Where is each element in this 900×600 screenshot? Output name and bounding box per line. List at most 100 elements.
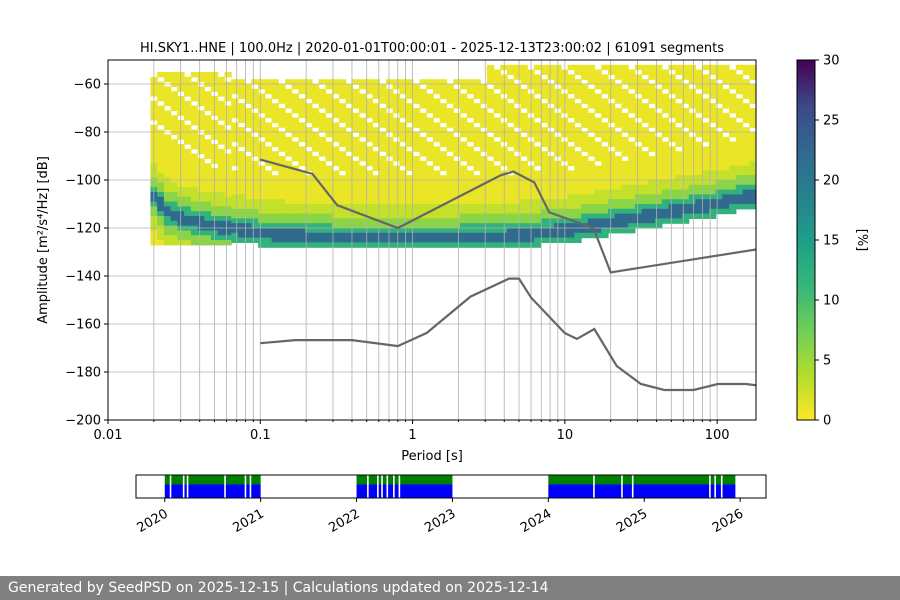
heatmap-cell — [264, 79, 273, 85]
colorbar-gradient — [796, 59, 816, 421]
heatmap-cell — [439, 156, 448, 162]
heatmap-cell — [439, 180, 448, 186]
heatmap-cell — [594, 165, 602, 171]
heatmap-cell — [332, 108, 340, 114]
heatmap-cell — [675, 84, 683, 90]
heatmap-cell — [661, 218, 670, 224]
heatmap-cell — [157, 72, 165, 78]
heatmap-cell — [695, 199, 703, 205]
heatmap-cell — [305, 180, 313, 186]
heatmap-cell — [170, 163, 178, 169]
heatmap-cell — [237, 180, 246, 186]
heatmap-cell — [621, 180, 629, 186]
heatmap-cell — [486, 232, 495, 239]
heatmap-cell — [722, 170, 730, 176]
heatmap-cell — [338, 194, 347, 200]
heatmap-cell — [365, 228, 374, 234]
heatmap-cell — [406, 88, 414, 95]
heatmap-cell — [513, 141, 522, 147]
heatmap-cell — [305, 127, 313, 133]
heatmap-cell — [332, 232, 340, 239]
heatmap-cell — [406, 194, 414, 200]
heatmap-cell — [547, 184, 555, 191]
heatmap-cell — [715, 146, 723, 152]
heatmap-cell — [581, 232, 589, 239]
heatmap-cell — [318, 79, 326, 85]
heatmap-cell — [735, 98, 744, 104]
heatmap-cell — [372, 165, 380, 171]
heatmap-cell — [332, 204, 340, 210]
heatmap-cell — [278, 189, 286, 195]
heatmap-cell — [688, 69, 697, 75]
heatmap-cell — [372, 84, 380, 90]
heatmap-cell — [466, 84, 475, 90]
heatmap-cell — [190, 192, 199, 198]
heatmap-cell — [298, 108, 306, 114]
heatmap-cell — [513, 189, 522, 195]
data-availability-timeline: 2020 2021 2022 2023 2024 2025 2026 — [135, 474, 767, 536]
heatmap-cell — [305, 132, 313, 138]
heatmap-cell — [574, 232, 582, 239]
heatmap-cell — [587, 184, 596, 191]
heatmap-cell — [258, 151, 266, 157]
heatmap-cell — [338, 132, 347, 138]
heatmap-cell — [459, 117, 468, 123]
heatmap-cell — [406, 127, 414, 133]
heatmap-cell — [237, 132, 246, 138]
heatmap-cell — [412, 108, 421, 114]
heatmap-cell — [681, 156, 690, 162]
heatmap-cell — [433, 127, 441, 133]
heatmap-cell — [614, 64, 623, 71]
heatmap-cell — [459, 132, 468, 138]
heatmap-cell — [453, 175, 461, 181]
heatmap-cell — [237, 151, 246, 157]
heatmap-cell — [547, 88, 555, 95]
heatmap-cell — [520, 79, 528, 85]
heatmap-cell — [749, 93, 756, 99]
heatmap-cell — [305, 117, 313, 123]
heatmap-cell — [385, 79, 394, 85]
heatmap-cell — [453, 170, 461, 176]
heatmap-cell — [217, 148, 226, 155]
heatmap-cell — [170, 192, 178, 198]
heatmap-cell — [244, 175, 252, 181]
heatmap-cell — [749, 151, 756, 157]
heatmap-cell — [433, 136, 441, 143]
heatmap-cell — [749, 175, 756, 181]
heatmap-cell — [278, 242, 286, 248]
heatmap-cell — [224, 240, 232, 246]
heatmap-cell — [486, 98, 495, 104]
heatmap-cell — [163, 240, 172, 246]
heatmap-cell — [244, 84, 252, 90]
heatmap-cell — [520, 141, 528, 147]
heatmap-cell — [258, 189, 266, 195]
heatmap-cell — [708, 79, 717, 85]
heatmap-cell — [251, 189, 259, 195]
heatmap-cell — [385, 98, 394, 104]
heatmap-cell — [325, 189, 333, 195]
heatmap-cell — [607, 160, 616, 167]
heatmap-cell — [264, 189, 273, 195]
heatmap-cell — [433, 218, 441, 224]
heatmap-cell — [729, 204, 737, 210]
heatmap-cell — [439, 88, 448, 95]
heatmap-cell — [419, 88, 427, 95]
heatmap-cell — [278, 132, 286, 138]
heatmap-cell — [352, 122, 360, 128]
heatmap-cell — [426, 175, 434, 181]
heatmap-cell — [601, 232, 609, 239]
heatmap-cell — [507, 141, 515, 147]
heatmap-cell — [345, 165, 353, 171]
heatmap-cell — [466, 228, 475, 234]
heatmap-cell — [749, 136, 756, 143]
heatmap-cell — [385, 112, 394, 119]
colorbar-tick-label: 5 — [823, 354, 831, 369]
heatmap-cell — [217, 124, 226, 131]
heatmap-cell — [681, 122, 690, 128]
heatmap-cell — [426, 213, 434, 219]
heatmap-cell — [453, 117, 461, 123]
heatmap-cell — [318, 160, 326, 167]
heatmap-cell — [722, 175, 730, 181]
heatmap-cell — [466, 184, 475, 191]
heatmap-cell — [264, 237, 273, 243]
